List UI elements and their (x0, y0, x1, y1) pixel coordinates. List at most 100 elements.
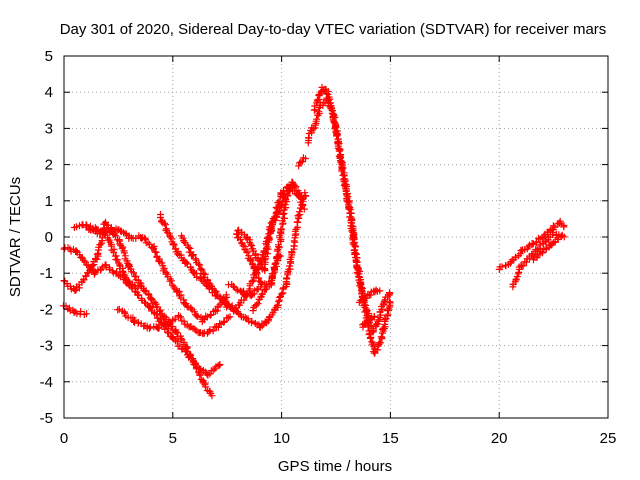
data-point (111, 232, 119, 240)
data-point (340, 171, 348, 179)
y-tick-label: -1 (40, 265, 53, 282)
data-point (254, 300, 262, 307)
y-tick-label: 2 (45, 157, 53, 174)
data-point (263, 243, 271, 251)
data-point (115, 305, 123, 313)
data-point (300, 205, 308, 213)
data-point (335, 145, 343, 153)
data-point (190, 308, 198, 316)
data-point (153, 311, 161, 319)
data-point (290, 237, 298, 245)
x-tick-label: 25 (600, 430, 617, 447)
data-point (130, 317, 138, 325)
data-point (204, 329, 211, 337)
data-point (281, 190, 289, 198)
data-point (173, 329, 181, 337)
data-point (534, 252, 541, 260)
data-point (535, 244, 543, 252)
data-point (273, 301, 281, 309)
data-point (96, 241, 104, 249)
y-tick-label: -5 (40, 410, 53, 427)
data-point (386, 299, 394, 307)
data-point (197, 265, 205, 273)
data-point (232, 285, 240, 293)
data-point (83, 261, 91, 269)
data-point (255, 274, 263, 282)
data-point (73, 223, 80, 231)
data-point (249, 261, 257, 269)
data-point (253, 301, 261, 309)
data-point (195, 260, 203, 268)
data-point (372, 321, 380, 329)
data-point (523, 258, 530, 266)
data-point (72, 247, 80, 255)
data-point (165, 319, 173, 327)
data-point (538, 249, 546, 257)
data-point (296, 208, 303, 216)
data-point (286, 183, 294, 191)
data-point (294, 212, 302, 220)
data-point (216, 361, 224, 368)
data-point (386, 289, 393, 297)
data-point (385, 307, 392, 314)
data-point (158, 218, 165, 226)
data-point (256, 283, 264, 291)
data-point (240, 296, 248, 304)
data-point (228, 302, 236, 310)
data-point (213, 307, 221, 315)
data-point (272, 216, 280, 224)
data-point (265, 234, 273, 242)
y-tick-label: 4 (45, 84, 53, 101)
data-point (273, 212, 281, 220)
data-point (248, 317, 256, 325)
data-point (288, 178, 296, 186)
data-point (168, 281, 176, 289)
plot-frame (63, 55, 609, 419)
x-tick-label: 20 (491, 430, 508, 447)
data-point (216, 320, 224, 328)
x-tick-label: 0 (60, 430, 68, 447)
data-point (302, 155, 309, 163)
data-point (345, 197, 353, 205)
series-track-10 (234, 178, 296, 275)
data-point (134, 283, 142, 291)
data-point (276, 252, 284, 260)
data-point (366, 334, 374, 342)
series-track-17 (355, 286, 384, 306)
data-point (110, 248, 117, 256)
x-tick-label: 5 (169, 430, 177, 447)
data-point (177, 313, 184, 321)
series-track-16 (304, 124, 316, 147)
data-point (336, 146, 344, 154)
data-point (332, 122, 340, 130)
series-track-21 (530, 232, 565, 264)
data-point (227, 303, 235, 311)
data-point (173, 338, 181, 346)
data-point (182, 259, 190, 267)
data-point (377, 333, 385, 341)
data-point (80, 276, 88, 284)
data-point (178, 345, 186, 353)
data-point (261, 256, 269, 264)
x-tick-label: 10 (273, 430, 290, 447)
data-point (202, 383, 210, 391)
data-point (382, 315, 390, 323)
data-point (362, 301, 370, 309)
data-point (150, 245, 158, 253)
data-point (111, 227, 119, 235)
data-point (190, 358, 198, 366)
data-point (253, 270, 261, 278)
data-point (119, 267, 126, 275)
data-point (549, 222, 557, 230)
y-tick-label: 3 (45, 120, 53, 137)
data-point (196, 261, 204, 269)
y-tick-label: 0 (45, 229, 53, 246)
data-point (278, 290, 286, 298)
data-point (206, 370, 214, 378)
data-point (248, 277, 256, 285)
data-point (519, 262, 527, 270)
data-point (194, 313, 202, 320)
data-point (206, 326, 214, 334)
data-point (269, 270, 277, 278)
data-point (206, 311, 214, 319)
